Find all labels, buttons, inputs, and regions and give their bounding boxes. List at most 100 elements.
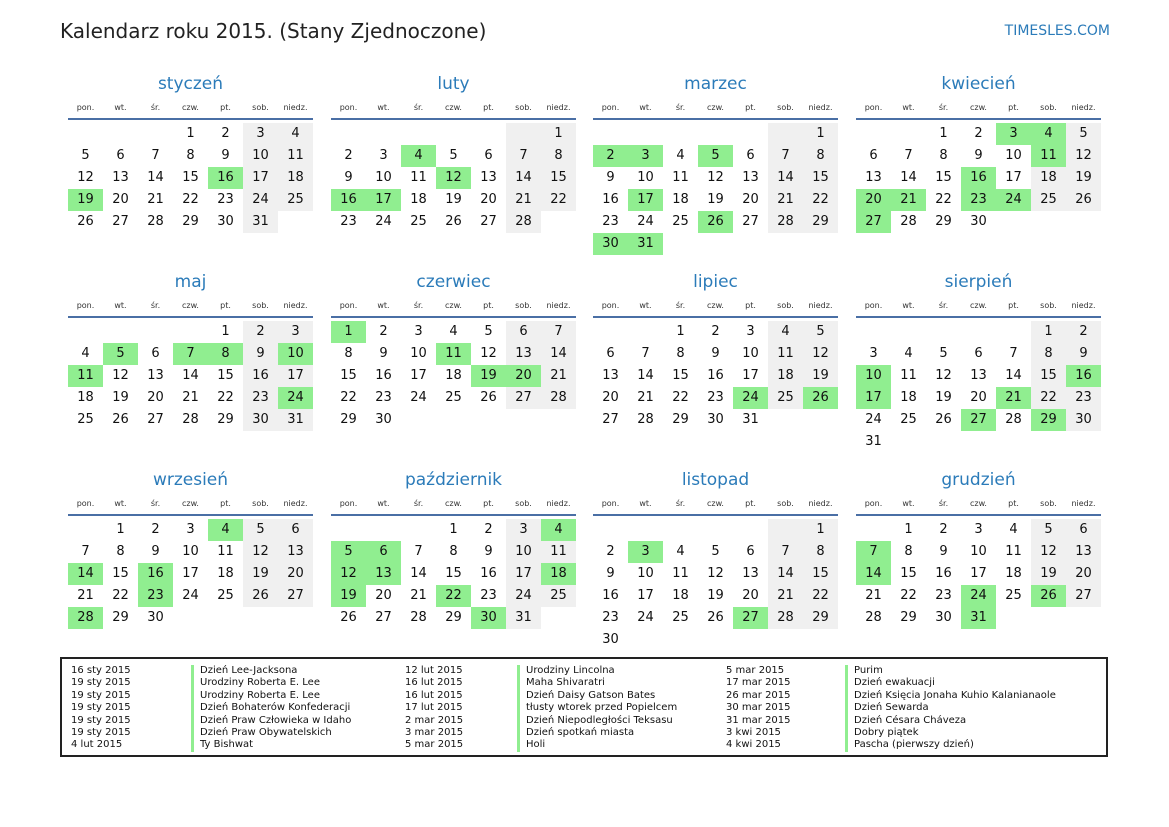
weekday-label: sob. xyxy=(252,103,269,112)
holiday-day-cell: 17 xyxy=(366,189,401,211)
day-cell: 1 xyxy=(186,126,195,141)
day-cell: 23 xyxy=(243,387,278,409)
holiday-date: 17 mar 2015 xyxy=(726,677,791,689)
holiday-day-cell: 10 xyxy=(278,343,313,365)
month-calendar: maj pon. wt. śr. czw. pt. sob. niedz. 1 2 3 4 5 6 7 8 9 1… xyxy=(68,268,313,431)
empty-day-cell xyxy=(733,519,768,541)
day-cell: 10 xyxy=(970,544,987,559)
day-cell: 14 xyxy=(768,563,803,585)
day-cell: 4 xyxy=(81,346,90,361)
holiday-day-cell: 24 xyxy=(733,387,768,409)
weekday-label: pon. xyxy=(339,301,358,310)
holiday-day-cell: 3 xyxy=(996,123,1031,145)
day-cell: 29 xyxy=(672,412,689,427)
weekday-label: wt. xyxy=(639,103,652,112)
day-cell: 26 xyxy=(445,214,462,229)
empty-day-cell xyxy=(471,123,506,145)
weekday-label: wt. xyxy=(902,499,915,508)
empty-day-cell xyxy=(436,123,471,145)
holiday-day-cell: 5 xyxy=(331,541,366,563)
day-cell: 15 xyxy=(672,368,689,383)
holiday-day-cell: 21 xyxy=(891,189,926,211)
holiday-day-cell: 26 xyxy=(698,211,733,233)
day-cell: 8 xyxy=(186,148,195,163)
day-cell: 8 xyxy=(541,145,576,167)
holiday-day-cell: 5 xyxy=(698,145,733,167)
day-cell: 6 xyxy=(116,148,125,163)
day-cell: 5 xyxy=(711,544,720,559)
month-calendar: listopad pon. wt. śr. czw. pt. sob. niedz. 1 2 3 4 5… xyxy=(593,466,838,651)
day-cell: 25 xyxy=(1031,189,1066,211)
weekday-label: śr. xyxy=(150,301,161,310)
day-cell: 2 xyxy=(711,324,720,339)
holiday-day-cell: 17 xyxy=(628,189,663,211)
day-cell: 13 xyxy=(865,170,882,185)
day-cell: 23 xyxy=(602,610,619,625)
day-cell: 7 xyxy=(768,541,803,563)
month-name: grudzień xyxy=(941,470,1016,490)
day-cell: 15 xyxy=(1031,365,1066,387)
weekday-label: czw. xyxy=(970,103,987,112)
day-cell: 9 xyxy=(484,544,493,559)
day-cell: 2 xyxy=(344,148,353,163)
day-cell: 3 xyxy=(869,346,878,361)
holiday-day-cell: 4 xyxy=(1031,123,1066,145)
holiday-day-cell: 27 xyxy=(961,409,996,431)
day-cell: 1 xyxy=(116,522,125,537)
day-cell: 10 xyxy=(410,346,427,361)
day-cell: 18 xyxy=(672,192,689,207)
weekday-label: wt. xyxy=(377,499,390,508)
empty-day-cell xyxy=(103,321,138,343)
day-cell: 12 xyxy=(480,346,497,361)
day-cell: 18 xyxy=(1031,167,1066,189)
weekday-label: czw. xyxy=(970,499,987,508)
day-cell: 28 xyxy=(768,211,803,233)
day-cell: 11 xyxy=(672,170,689,185)
day-cell: 27 xyxy=(602,412,619,427)
holiday-date: 19 sty 2015 xyxy=(71,727,131,738)
weekday-header: pon. wt. śr. czw. pt. sob. niedz. xyxy=(593,494,838,516)
holiday-date: 30 mar 2015 xyxy=(726,702,791,714)
day-cell: 7 xyxy=(904,148,913,163)
day-cell: 27 xyxy=(278,585,313,607)
day-cell: 19 xyxy=(707,588,724,603)
day-cell: 10 xyxy=(637,170,654,185)
holiday-day-cell: 21 xyxy=(996,387,1031,409)
empty-day-cell xyxy=(891,123,926,145)
weekday-label: śr. xyxy=(675,499,686,508)
holiday-name: Pascha (pierwszy dzień) xyxy=(845,739,974,752)
holiday-name: Dzień Césara Cháveza xyxy=(845,714,966,727)
site-link[interactable]: TIMESLES.COM xyxy=(1004,23,1110,39)
empty-day-cell xyxy=(593,123,628,145)
day-cell: 22 xyxy=(900,588,917,603)
empty-day-cell xyxy=(331,519,366,541)
holiday-day-cell: 12 xyxy=(331,563,366,585)
day-cell: 29 xyxy=(935,214,952,229)
weekday-header: pon. wt. śr. czw. pt. sob. niedz. xyxy=(593,296,838,318)
day-cell: 17 xyxy=(506,563,541,585)
weekday-header: pon. wt. śr. czw. pt. sob. niedz. xyxy=(856,296,1101,318)
holiday-day-cell: 31 xyxy=(961,607,996,629)
day-cell: 13 xyxy=(278,541,313,563)
day-cell: 15 xyxy=(182,170,199,185)
day-cell: 6 xyxy=(606,346,615,361)
holiday-day-cell: 28 xyxy=(68,607,103,629)
weekday-header: pon. wt. śr. czw. pt. sob. niedz. xyxy=(68,494,313,516)
day-cell: 25 xyxy=(445,390,462,405)
empty-day-cell xyxy=(663,123,698,145)
day-cell: 24 xyxy=(375,214,392,229)
day-cell: 27 xyxy=(742,214,759,229)
day-cell: 5 xyxy=(939,346,948,361)
holiday-day-cell: 30 xyxy=(593,233,628,255)
day-cell: 9 xyxy=(606,566,615,581)
day-cell: 6 xyxy=(506,321,541,343)
holiday-name: Dzień ewakuacji xyxy=(845,677,935,690)
holiday-name: Ty Bishwat xyxy=(191,739,253,752)
weekday-header: pon. wt. śr. czw. pt. sob. niedz. xyxy=(331,296,576,318)
day-cell: 12 xyxy=(1031,541,1066,563)
day-cell: 29 xyxy=(182,214,199,229)
weekday-label: sob. xyxy=(777,499,794,508)
day-cell: 27 xyxy=(147,412,164,427)
holiday-day-cell: 26 xyxy=(803,387,838,409)
holiday-day-cell: 30 xyxy=(471,607,506,629)
